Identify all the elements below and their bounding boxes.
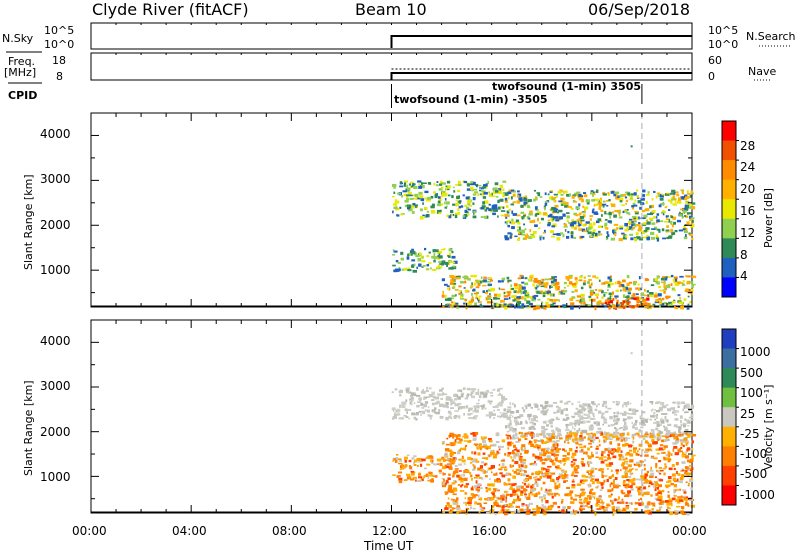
- xtick-0800: 08:00: [272, 524, 307, 538]
- velocity-panel-colorbar-swatch: [722, 348, 736, 369]
- velocity-cbar-tick-25: 25: [740, 407, 756, 421]
- date-title: 06/Sep/2018: [588, 0, 691, 19]
- nsky-tick-bottom: 10^0: [44, 38, 75, 51]
- power-panel-colorbar-swatch: [722, 218, 736, 239]
- nave-tick-top: 60: [708, 54, 722, 67]
- power-cbar-tick-24: 24: [740, 160, 756, 174]
- nave-tick-bottom: 0: [708, 70, 715, 83]
- xtick-2000: 20:00: [572, 524, 607, 538]
- xtick-0400: 04:00: [172, 524, 207, 538]
- velocity-cbar-tick-500: 500: [740, 366, 763, 380]
- power-panel-colorbar-swatch: [722, 160, 736, 181]
- nsearch-tick-bottom: 10^0: [708, 38, 739, 51]
- freq-unit: [MHz]: [4, 66, 37, 79]
- velocity-cbar-tick-1000: 1000: [740, 345, 771, 359]
- beam-title: Beam 10: [355, 0, 427, 19]
- velocity-panel-colorbar-swatch: [722, 329, 736, 350]
- power-panel-echo-band-1: [504, 189, 696, 242]
- xaxis-label: Time UT: [364, 539, 414, 553]
- nsearch-label: N.Search: [746, 30, 796, 43]
- power-cbar-tick-12: 12: [740, 226, 756, 240]
- power-panel-colorbar-swatch: [722, 257, 736, 278]
- velocity-panel-colorbar-swatch: [722, 465, 736, 486]
- power-panel-colorbar-swatch: [722, 199, 736, 220]
- velocity-panel-colorbar-frame: [721, 328, 737, 506]
- nsky-tick-top: 10^5: [44, 24, 75, 37]
- velocity-cbar-tick-m100: -100: [740, 447, 768, 461]
- nave-label: Nave: [748, 65, 777, 78]
- power-panel-colorbar-swatch: [722, 140, 736, 161]
- velocity-cbar-tick-m25: -25: [740, 427, 760, 441]
- cpid-entry-2: twofsound (1-min) -3505: [394, 93, 548, 106]
- velocity-ytick-4000: 4000: [40, 334, 71, 348]
- nsearch-tick-top: 10^5: [708, 24, 739, 37]
- xtick-0000: 00:00: [72, 524, 107, 538]
- cpid-entry-1: twofsound (1-min) 3505: [492, 80, 642, 93]
- power-isolated-echo: [630, 145, 633, 148]
- velocity-isolated-echo: [630, 352, 633, 355]
- velocity-panel-echo-band-3: [441, 431, 697, 516]
- velocity-panel-colorbar-swatch: [722, 446, 736, 467]
- velocity-ytick-3000: 3000: [40, 379, 71, 393]
- xtick-2400: 00:00: [672, 524, 707, 538]
- xtick-1600: 16:00: [472, 524, 507, 538]
- velocity-panel-echo-band-1: [505, 400, 695, 444]
- velocity-cbar-tick-m500: -500: [740, 467, 768, 481]
- velocity-panel-colorbar-swatch: [722, 407, 736, 428]
- power-panel-colorbar-swatch: [722, 179, 736, 200]
- power-panel-echo-band-4: [604, 297, 650, 310]
- power-ytick-1000: 1000: [40, 263, 71, 277]
- power-panel-colorbar-swatch: [722, 277, 736, 298]
- freq-tick-bottom: 8: [56, 70, 63, 83]
- power-ytick-2000: 2000: [40, 218, 71, 232]
- velocity-panel-colorbar-swatch: [722, 485, 736, 506]
- power-cbar-tick-4: 4: [740, 269, 748, 283]
- velocity-panel-colorbar-swatch: [722, 387, 736, 408]
- nsky-series-line: [390, 35, 692, 48]
- freq-tick-top: 18: [52, 54, 66, 67]
- power-panel-echo-band-0: [392, 180, 507, 220]
- freq-series-line: [390, 72, 692, 80]
- power-panel-frame: [90, 112, 693, 308]
- velocity-ytick-1000: 1000: [40, 470, 71, 484]
- velocity-cbar-tick-m1000: -1000: [740, 488, 775, 502]
- velocity-panel-colorbar-swatch: [722, 426, 736, 447]
- power-cbar-tick-8: 8: [740, 248, 748, 262]
- freq-label: Freq.: [8, 55, 36, 68]
- power-ytick-4000: 4000: [40, 127, 71, 141]
- velocity-panel-colorbar-swatch: [722, 368, 736, 389]
- power-panel-colorbar-frame: [721, 120, 737, 298]
- cpid-label: CPID: [8, 89, 38, 102]
- xtick-1200: 12:00: [372, 524, 407, 538]
- velocity-cbar-tick-100: 100: [740, 386, 763, 400]
- power-ytick-3000: 3000: [40, 172, 71, 186]
- power-panel-colorbar-swatch: [722, 238, 736, 259]
- velocity-panel-echo-band-0: [391, 387, 508, 421]
- power-panel-echo-band-2: [392, 247, 458, 273]
- power-panel-colorbar-swatch: [722, 121, 736, 142]
- power-cbar-tick-16: 16: [740, 204, 756, 218]
- power-cbar-tick-20: 20: [740, 182, 756, 196]
- station-title: Clyde River (fitACF): [92, 0, 249, 19]
- nsky-label: N.Sky: [2, 32, 34, 45]
- power-cbar-tick-28: 28: [740, 139, 756, 153]
- velocity-ytick-2000: 2000: [40, 425, 71, 439]
